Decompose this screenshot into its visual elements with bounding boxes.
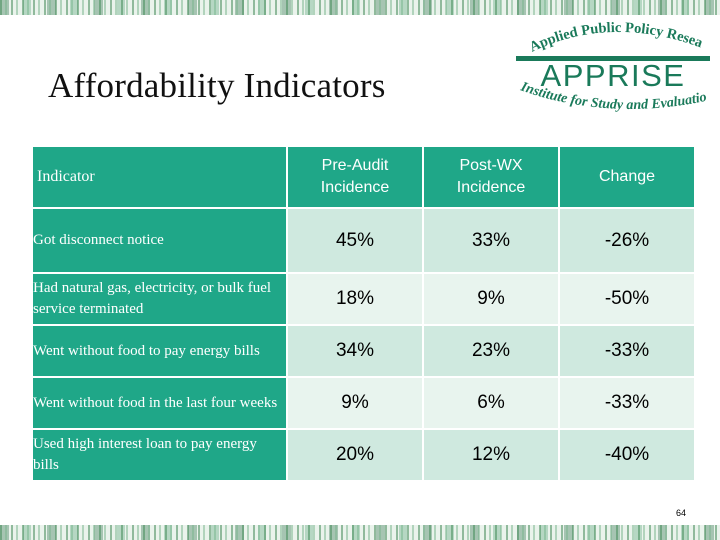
post-wx-value: 23% xyxy=(424,326,558,376)
header-pre-audit-line1: Pre-Audit xyxy=(321,157,389,174)
post-wx-value: 33% xyxy=(424,209,558,272)
row-label: Got disconnect notice xyxy=(33,209,286,272)
header-change: Change xyxy=(560,147,694,207)
change-value: -50% xyxy=(560,274,694,324)
header-post-wx: Post-WX Incidence xyxy=(424,147,558,207)
header-indicator: Indicator xyxy=(33,147,286,207)
post-wx-value: 6% xyxy=(424,378,558,428)
table-row: Had natural gas, electricity, or bulk fu… xyxy=(33,274,694,324)
header-pre-audit-line2: Incidence xyxy=(320,179,390,196)
apprise-logo: Applied Public Policy Research APPRISE I… xyxy=(510,18,715,126)
bottom-decorative-band xyxy=(0,525,720,540)
change-value: -40% xyxy=(560,430,694,480)
row-label: Had natural gas, electricity, or bulk fu… xyxy=(33,274,286,324)
logo-top-text: Applied Public Policy Research xyxy=(510,18,705,56)
change-value: -33% xyxy=(560,326,694,376)
table-row: Used high interest loan to pay energy bi… xyxy=(33,430,694,480)
header-post-wx-line2: Incidence xyxy=(456,179,526,196)
table-row: Went without food to pay energy bills 34… xyxy=(33,326,694,376)
page-number: 64 xyxy=(676,508,687,518)
post-wx-value: 9% xyxy=(424,274,558,324)
logo-name: APPRISE xyxy=(541,58,686,93)
row-label: Went without food to pay energy bills xyxy=(33,326,286,376)
pre-audit-value: 20% xyxy=(288,430,422,480)
slide-title: Affordability Indicators xyxy=(48,66,386,105)
svg-text:Applied Public Policy Research: Applied Public Policy Research xyxy=(510,18,705,56)
post-wx-value: 12% xyxy=(424,430,558,480)
header-pre-audit: Pre-Audit Incidence xyxy=(288,147,422,207)
change-value: -33% xyxy=(560,378,694,428)
header-post-wx-line1: Post-WX xyxy=(459,157,523,174)
table-row: Went without food in the last four weeks… xyxy=(33,378,694,428)
pre-audit-value: 45% xyxy=(288,209,422,272)
table-row: Got disconnect notice 45% 33% -26% xyxy=(33,209,694,272)
pre-audit-value: 34% xyxy=(288,326,422,376)
indicators-table: Indicator Pre-Audit Incidence Post-WX In… xyxy=(31,145,696,482)
row-label: Used high interest loan to pay energy bi… xyxy=(33,430,286,480)
pre-audit-value: 18% xyxy=(288,274,422,324)
table-header-row: Indicator Pre-Audit Incidence Post-WX In… xyxy=(33,147,694,207)
top-decorative-band xyxy=(0,0,720,15)
row-label: Went without food in the last four weeks xyxy=(33,378,286,428)
pre-audit-value: 9% xyxy=(288,378,422,428)
change-value: -26% xyxy=(560,209,694,272)
